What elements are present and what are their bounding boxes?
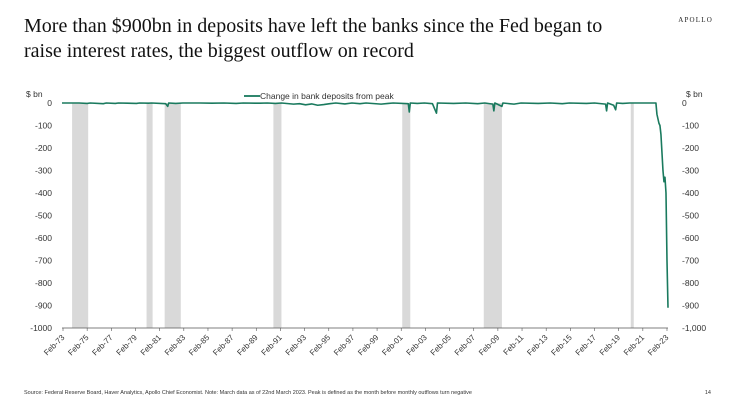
axis-labels: 0 0 -100 -100 -200 -200 -300 -300 -400 -400 -500 -5… (26, 89, 706, 357)
x-tick-label: Feb-85 (187, 333, 212, 358)
chart-title: More than $900bn in deposits have left t… (24, 15, 603, 62)
y-tick-right: -700 (682, 256, 699, 266)
x-tick-label: Feb-81 (139, 333, 164, 358)
x-tick-label: Feb-99 (356, 333, 381, 358)
x-tick-label: Feb-93 (284, 333, 309, 358)
y-tick-right: -100 (682, 121, 699, 131)
x-tick-label: Feb-01 (380, 333, 405, 358)
recession-band-3 (273, 103, 282, 328)
x-tick-label: Feb-03 (405, 333, 430, 358)
x-tick-label: Feb-89 (235, 333, 260, 358)
y-tick-right: 0 (682, 98, 687, 108)
y-tick-right: -1,000 (682, 323, 706, 333)
x-tick-label: Feb-91 (260, 333, 285, 358)
recession-band-6 (630, 103, 634, 328)
x-tick-label: Feb-19 (598, 333, 623, 358)
x-tick-label: Feb-15 (549, 333, 574, 358)
x-tick-label: Feb-79 (115, 333, 140, 358)
y-tick-left: -1000 (30, 323, 52, 333)
y-tick-right: -400 (682, 188, 699, 198)
y-tick-left: -200 (35, 143, 52, 153)
x-tick-label: Feb-75 (66, 333, 91, 358)
recession-band-2 (164, 103, 181, 328)
y-axis-label-right: $ bn (686, 89, 703, 99)
y-tick-right: -200 (682, 143, 699, 153)
y-tick-left: -800 (35, 278, 52, 288)
recession-band-4 (402, 103, 411, 328)
y-tick-left: -400 (35, 188, 52, 198)
x-tick-label: Feb-23 (646, 333, 671, 358)
y-tick-left: -500 (35, 211, 52, 221)
brand-logo: APOLLO (678, 16, 713, 24)
recession-bands (72, 103, 634, 328)
y-tick-left: -600 (35, 233, 52, 243)
x-tick-label: Feb-07 (453, 333, 478, 358)
x-tick-label: Feb-09 (477, 333, 502, 358)
y-tick-right: -800 (682, 278, 699, 288)
y-tick-right: -300 (682, 166, 699, 176)
x-tick-label: Feb-17 (574, 333, 599, 358)
y-tick-right: -600 (682, 233, 699, 243)
y-tick-left: -900 (35, 301, 52, 311)
x-tick-label: Feb-73 (42, 333, 67, 358)
page-number: 14 (704, 390, 711, 396)
source-note: Source: Federal Reserve Board, Haver Ana… (24, 390, 472, 396)
y-tick-left: 0 (47, 98, 52, 108)
legend-label: Change in bank deposits from peak (260, 91, 394, 101)
series-lines (62, 102, 669, 308)
x-tick-label: Feb-77 (90, 333, 115, 358)
y-tick-left: -100 (35, 121, 52, 131)
axes (62, 327, 668, 331)
x-tick-label: Feb-13 (525, 333, 550, 358)
recession-band-1 (146, 103, 153, 328)
x-tick-label: Feb-87 (211, 333, 236, 358)
y-tick-right: -500 (682, 211, 699, 221)
y-tick-left: -700 (35, 256, 52, 266)
y-axis-label-left: $ bn (26, 89, 43, 99)
series-line-0 (62, 102, 669, 308)
y-tick-left: -300 (35, 166, 52, 176)
x-tick-label: Feb-21 (622, 333, 647, 358)
recession-band-0 (72, 103, 89, 328)
x-tick-label: Feb-83 (163, 333, 188, 358)
x-tick-label: Feb-95 (308, 333, 333, 358)
y-tick-right: -900 (682, 301, 699, 311)
x-tick-label: Feb-05 (429, 333, 454, 358)
x-tick-label: Feb-97 (332, 333, 357, 358)
x-tick-label: Feb-11 (502, 333, 526, 357)
recession-band-5 (483, 103, 502, 328)
